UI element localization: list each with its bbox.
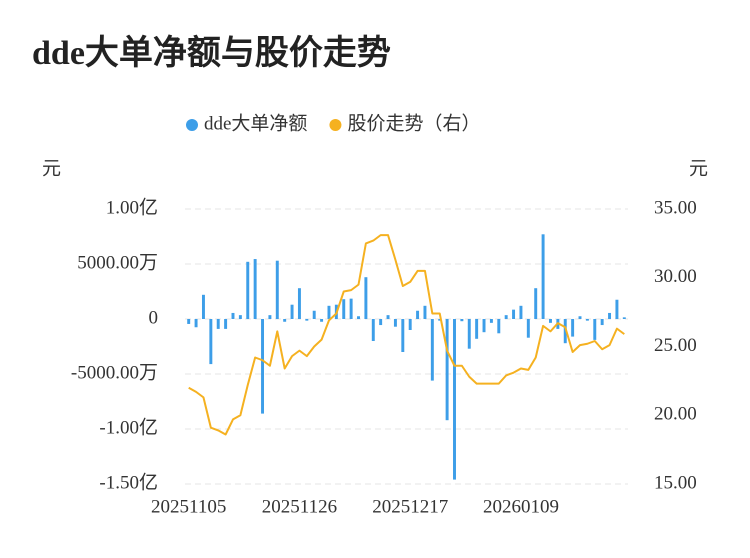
bar (416, 310, 420, 319)
bar (430, 319, 434, 381)
bar (290, 304, 294, 319)
x-tick-label: 20251126 (262, 496, 337, 517)
bar (489, 319, 493, 323)
bar (224, 319, 228, 329)
legend-marker[interactable] (186, 119, 198, 131)
bar (475, 319, 479, 339)
bar (194, 319, 198, 328)
bar (585, 319, 589, 321)
bar (571, 319, 575, 337)
bar (519, 305, 523, 319)
y2-tick-label: 20.00 (654, 404, 697, 425)
bar (268, 315, 272, 319)
bar (342, 299, 346, 319)
bar (349, 298, 353, 319)
bar (209, 319, 213, 365)
bar (238, 315, 242, 319)
bar (393, 319, 397, 327)
bar (357, 316, 360, 319)
legend-label[interactable]: dde大单净额 (204, 112, 307, 134)
y2-tick-label: 35.00 (654, 197, 697, 218)
bar (312, 310, 316, 319)
bar (497, 319, 501, 334)
bar (379, 319, 383, 326)
y-tick-label: -1.50亿 (99, 471, 158, 493)
bar (482, 319, 486, 333)
y-tick-label: -5000.00万 (71, 362, 158, 383)
bar (231, 312, 235, 319)
bar (534, 288, 538, 319)
y-tick-label: 1.00亿 (106, 196, 158, 218)
y-tick-label: 0 (149, 307, 159, 328)
bar (460, 319, 464, 322)
bar (578, 316, 582, 319)
bar (386, 315, 390, 319)
y-tick-label: -1.00亿 (99, 416, 158, 438)
bar (563, 319, 567, 344)
bar (253, 259, 257, 319)
bar (283, 319, 287, 322)
bar (327, 305, 331, 319)
bar (305, 319, 309, 321)
price-line (188, 234, 625, 436)
bar (275, 260, 279, 319)
legend-marker[interactable] (329, 119, 342, 131)
bar (371, 319, 375, 341)
bar (526, 319, 530, 338)
legend-label[interactable]: 股价走势（右） (347, 112, 480, 134)
chart-title: dde大单净额与股价走势 (32, 34, 391, 72)
bar (453, 319, 456, 480)
bar (297, 288, 301, 319)
bar (408, 319, 412, 330)
bar (187, 319, 191, 324)
bar (615, 299, 619, 319)
bar (593, 319, 597, 340)
bar (401, 319, 405, 352)
x-tick-label: 20260109 (483, 496, 559, 517)
y2-unit: 元 (689, 158, 708, 179)
y-tick-label: 5000.00万 (77, 252, 158, 273)
bar (438, 319, 442, 321)
bar (246, 261, 250, 319)
x-tick-label: 20251105 (151, 496, 226, 517)
bar (423, 305, 427, 319)
bar (261, 319, 265, 414)
bar (201, 294, 205, 319)
bar (600, 319, 604, 326)
bar (445, 319, 449, 421)
y2-tick-label: 15.00 (654, 472, 697, 493)
bar (541, 234, 545, 319)
bar (504, 315, 508, 319)
bar (608, 312, 612, 319)
bar (548, 319, 552, 323)
bar (364, 277, 368, 319)
bar (512, 309, 516, 319)
y2-tick-label: 30.00 (654, 266, 697, 287)
y-unit: 元 (42, 158, 61, 179)
bar (216, 319, 220, 329)
bar (320, 319, 324, 322)
x-tick-label: 20251217 (372, 496, 448, 517)
y2-tick-label: 25.00 (654, 335, 697, 356)
bar (622, 317, 626, 319)
bar (467, 319, 471, 349)
